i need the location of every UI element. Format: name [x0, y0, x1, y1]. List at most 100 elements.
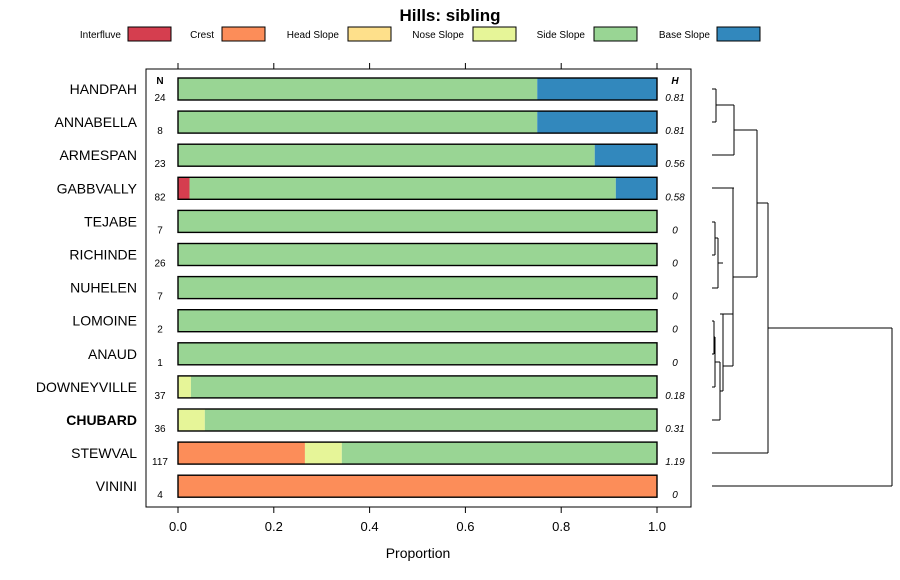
x-tick-label: 0.2 [265, 519, 283, 534]
bar-row: STEWVAL 117 1.19 [71, 441, 685, 468]
row-name-label: CHUBARD [66, 412, 137, 428]
bar-row: TEJABE 7 0 [84, 209, 678, 236]
legend-swatch [472, 26, 517, 42]
x-tick-label: 0.6 [456, 519, 474, 534]
x-tick-label: 0.4 [361, 519, 379, 534]
legend-label: Interfluve [80, 30, 122, 41]
legend-label: Head Slope [287, 30, 340, 41]
row-name-label: GABBVALLY [57, 180, 138, 196]
row-h-label: 0.81 [665, 93, 684, 104]
bar-segment [594, 144, 657, 167]
bar-segment [204, 409, 657, 431]
bar-row: NUHELEN 7 0 [70, 275, 678, 303]
row-h-label: 0.31 [665, 424, 684, 435]
bar-segment [178, 210, 657, 233]
bar-segment [178, 409, 205, 431]
h-column-header: H [671, 76, 679, 87]
bar-row: ANAUD 1 0 [88, 342, 678, 369]
legend-label: Side Slope [537, 30, 586, 41]
row-name-label: ANNABELLA [55, 114, 138, 130]
bar-row: VININI 4 0 [96, 474, 678, 501]
dendrogram-branch [712, 104, 735, 156]
x-tick-label: 0.0 [169, 519, 187, 534]
row-n-label: 4 [157, 490, 163, 501]
bar-segment [178, 111, 538, 134]
legend-label: Crest [190, 30, 214, 41]
legend-label: Nose Slope [412, 30, 464, 41]
row-h-label: 0.56 [665, 159, 685, 170]
legend: Interfluve Crest Head Slope Nose Slope Side … [80, 26, 761, 42]
row-h-label: 0 [672, 490, 678, 501]
bar-row: LOMOINE 2 0 [72, 309, 678, 336]
row-n-label: 117 [152, 457, 168, 468]
bar-row: DOWNEYVILLE 37 0.18 [36, 375, 685, 402]
bar-outline [177, 375, 658, 399]
row-name-label: LOMOINE [72, 313, 137, 329]
x-tick-label: 0.8 [552, 519, 570, 534]
row-n-label: 7 [157, 225, 163, 236]
chart-title: Hills: sibling [399, 6, 500, 25]
row-name-label: HANDPAH [70, 81, 137, 97]
bar-segment [341, 442, 657, 465]
row-n-label: 23 [154, 159, 166, 170]
bar-segment [178, 144, 595, 167]
dendrogram-branch [733, 130, 768, 278]
bar-segment [178, 442, 305, 465]
n-column-header: N [156, 76, 163, 87]
dendrogram-branch [712, 203, 892, 454]
top-axis [177, 63, 658, 69]
bar-segment [537, 111, 657, 134]
bar-segment [178, 276, 657, 299]
row-n-label: 7 [157, 292, 163, 303]
bar-row: ARMESPAN 23 0.56 [59, 143, 685, 170]
dendrogram-branch [712, 361, 721, 421]
bar-segment [304, 442, 342, 465]
x-tick-label: 1.0 [648, 519, 666, 534]
row-name-label: DOWNEYVILLE [36, 379, 137, 395]
bar-outline [177, 275, 658, 300]
bar-row: GABBVALLY 82 0.58 [57, 176, 685, 203]
legend-swatch [221, 26, 266, 42]
bar-segment [178, 342, 657, 365]
bar-segment [178, 78, 538, 100]
row-name-label: ANAUD [88, 346, 137, 362]
bar-segment [178, 243, 657, 266]
row-h-label: 0 [672, 225, 678, 236]
row-name-label: RICHINDE [69, 247, 137, 263]
legend-swatch [593, 26, 638, 42]
legend-swatch [127, 26, 172, 42]
bar-row: ANNABELLA 8 0.81 [55, 110, 685, 137]
bar-row: HANDPAH 24 0.81 [70, 77, 685, 104]
legend-swatch [347, 26, 392, 42]
bar-outline [177, 309, 658, 333]
bar-outline [177, 408, 658, 432]
bar-row: CHUBARD 36 0.31 [66, 408, 685, 435]
bar-outline [177, 441, 658, 465]
row-name-label: STEWVAL [71, 445, 137, 461]
bar-outline [177, 474, 658, 498]
row-n-label: 37 [154, 391, 166, 402]
bar-outline [177, 242, 658, 267]
dendrogram-branch [718, 262, 724, 392]
row-h-label: 0.58 [665, 192, 685, 203]
dendrogram-branch [712, 221, 719, 289]
row-n-label: 82 [154, 192, 166, 203]
bar-outline [177, 342, 658, 366]
row-h-label: 0 [672, 325, 678, 336]
legend-label: Base Slope [659, 30, 711, 41]
row-n-label: 24 [154, 93, 166, 104]
bar-outline [177, 209, 658, 234]
row-name-label: VININI [96, 478, 137, 494]
dendrogram [712, 88, 893, 487]
dendrogram-branch [712, 328, 893, 487]
row-n-label: 8 [157, 126, 163, 137]
row-h-label: 1.19 [665, 457, 685, 468]
bar-outline [177, 110, 658, 134]
row-name-label: TEJABE [84, 213, 137, 229]
legend-swatch [716, 26, 761, 42]
row-name-label: NUHELEN [70, 280, 137, 296]
bar-segment [178, 309, 657, 332]
row-n-label: 1 [157, 358, 163, 369]
